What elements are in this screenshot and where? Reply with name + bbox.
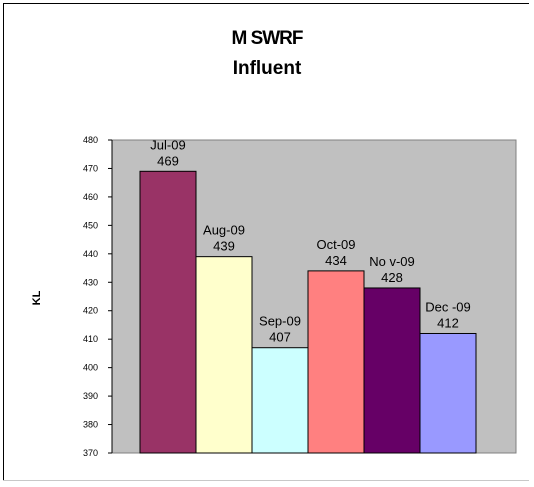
y-tick-label: 410 — [83, 334, 98, 344]
chart-title: M SWRF — [231, 28, 303, 49]
y-tick-label: 470 — [83, 163, 98, 173]
bar-value-label: 412 — [437, 315, 459, 330]
bar-category-label: Sep-09 — [259, 314, 301, 329]
bar-oct-09 — [307, 270, 365, 454]
bar-sep-09 — [251, 347, 309, 454]
bar-nov-09 — [363, 287, 421, 454]
bars-group — [139, 170, 477, 454]
y-axis: 370 380 390 400 410 420 430 440 450 460 470 480 — [83, 135, 113, 458]
y-tick-label: 430 — [83, 277, 98, 287]
bar-value-label: 407 — [269, 330, 291, 345]
y-tick-label: 380 — [83, 420, 98, 430]
y-tick-label: 450 — [83, 220, 98, 230]
bar-category-label: No v-09 — [369, 254, 415, 269]
y-tick-label: 440 — [83, 249, 98, 259]
bar-value-label: 428 — [381, 270, 403, 285]
bar-category-label: Dec -09 — [425, 299, 471, 314]
bar-value-label: 439 — [213, 239, 235, 254]
bar-category-label: Oct-09 — [316, 237, 355, 252]
bar-value-label: 434 — [325, 253, 347, 268]
bar-category-label: Jul-09 — [150, 137, 185, 152]
bar-dec-09 — [419, 332, 477, 454]
y-tick-label: 400 — [83, 363, 98, 373]
y-axis-label: KL — [31, 290, 43, 305]
bar-aug-09 — [195, 256, 253, 454]
chart-frame — [3, 3, 529, 481]
y-tick-label: 460 — [83, 192, 98, 202]
y-tick-label: 390 — [83, 391, 98, 401]
y-tick-label: 480 — [83, 135, 98, 145]
frame-bottom-divider — [3, 480, 529, 481]
bar-value-label: 469 — [157, 153, 179, 168]
bar-jul-09 — [139, 170, 197, 454]
y-tick-label: 420 — [83, 306, 98, 316]
bar-category-label: Aug-09 — [203, 223, 245, 238]
chart-subtitle: Influent — [232, 58, 302, 79]
y-tick-label: 370 — [83, 448, 98, 458]
